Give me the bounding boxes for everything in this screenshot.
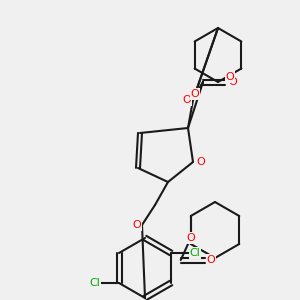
- Text: O: O: [206, 255, 215, 265]
- Text: O: O: [229, 77, 237, 87]
- Text: Cl: Cl: [190, 248, 200, 258]
- Text: O: O: [196, 157, 206, 167]
- Text: Cl: Cl: [90, 278, 101, 288]
- Text: O: O: [186, 233, 195, 243]
- Text: O: O: [133, 220, 141, 230]
- Text: O: O: [183, 95, 191, 105]
- Text: O: O: [190, 89, 200, 99]
- Text: O: O: [226, 72, 234, 82]
